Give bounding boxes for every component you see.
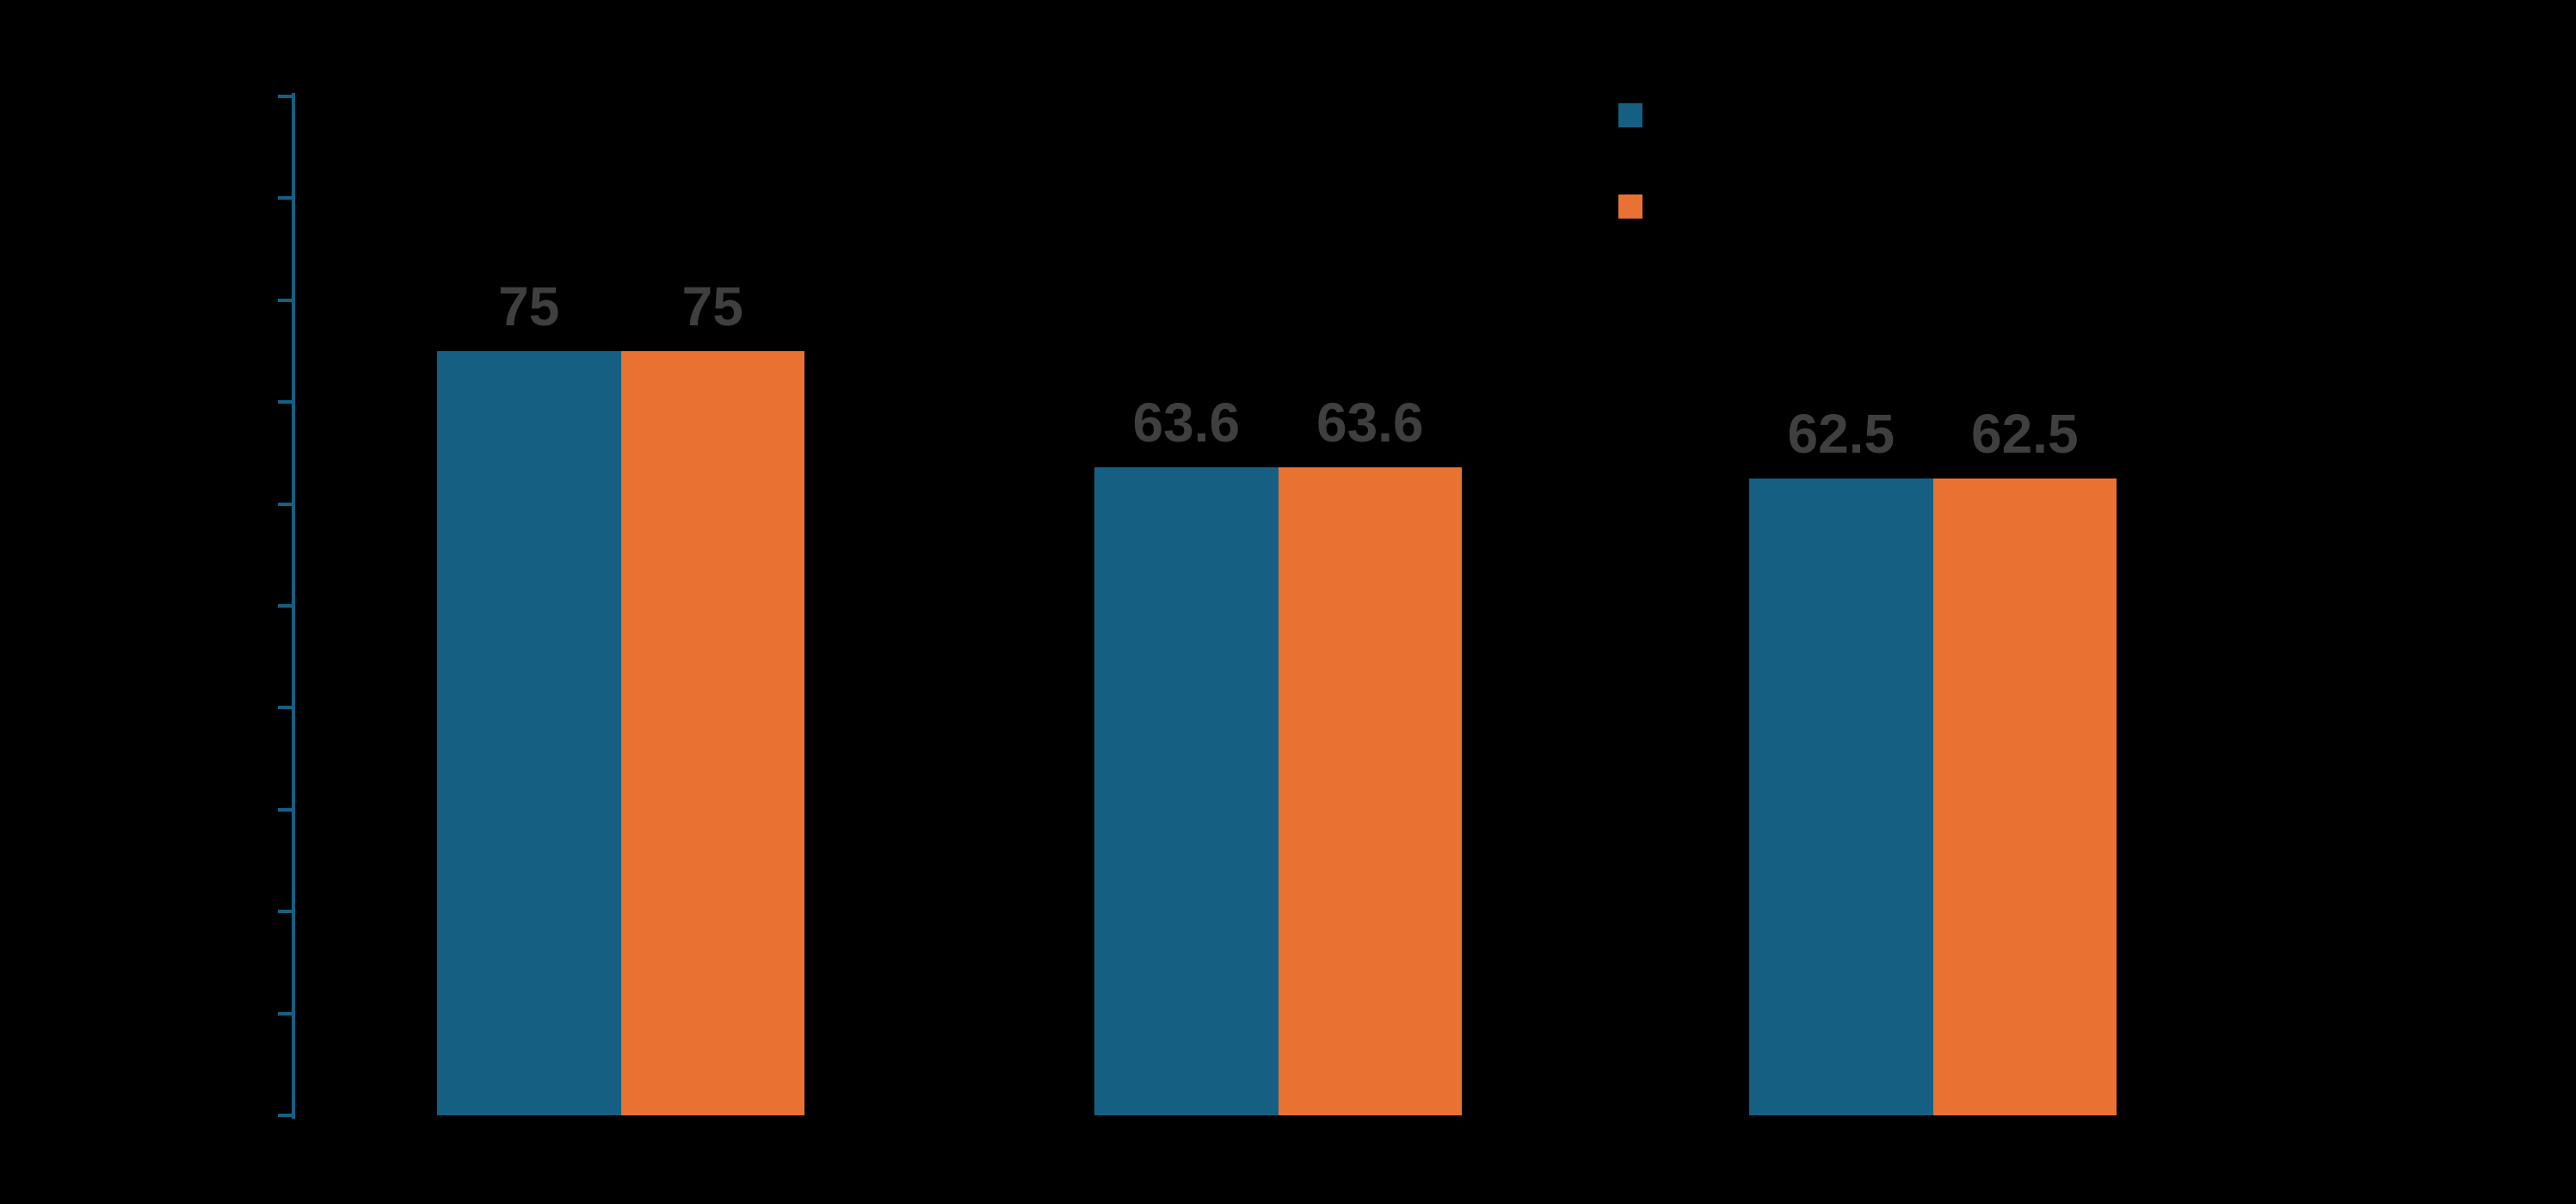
legend-swatch-series1 xyxy=(1618,103,1642,127)
y-axis-tick xyxy=(278,1114,295,1117)
y-axis-tick xyxy=(278,604,295,608)
bar-series2-group2 xyxy=(1278,466,1462,1115)
legend-swatch-series2 xyxy=(1618,194,1642,219)
bar-value-label: 62.5 xyxy=(1787,403,1895,465)
bar-value-label: 75 xyxy=(498,275,560,337)
y-axis-tick xyxy=(278,95,295,98)
y-axis-tick xyxy=(278,400,295,404)
y-axis-tick xyxy=(278,706,295,710)
bar-series2-group3 xyxy=(1932,479,2117,1115)
bar-series1-group2 xyxy=(1094,466,1279,1115)
y-axis-tick xyxy=(278,196,295,201)
y-axis-tick xyxy=(278,298,295,302)
bar-series1-group3 xyxy=(1749,479,1933,1115)
bar-value-label: 75 xyxy=(681,275,743,337)
bar-series2-group1 xyxy=(620,351,804,1115)
y-axis-tick xyxy=(278,502,295,506)
y-axis-tick xyxy=(278,910,295,914)
bar-value-label: 63.6 xyxy=(1316,391,1424,454)
bar-series1-group1 xyxy=(437,351,621,1115)
y-axis-tick xyxy=(278,1011,295,1016)
bar-value-label: 63.6 xyxy=(1132,391,1241,454)
y-axis-tick xyxy=(278,807,295,812)
bar-value-label: 62.5 xyxy=(1970,403,2079,465)
